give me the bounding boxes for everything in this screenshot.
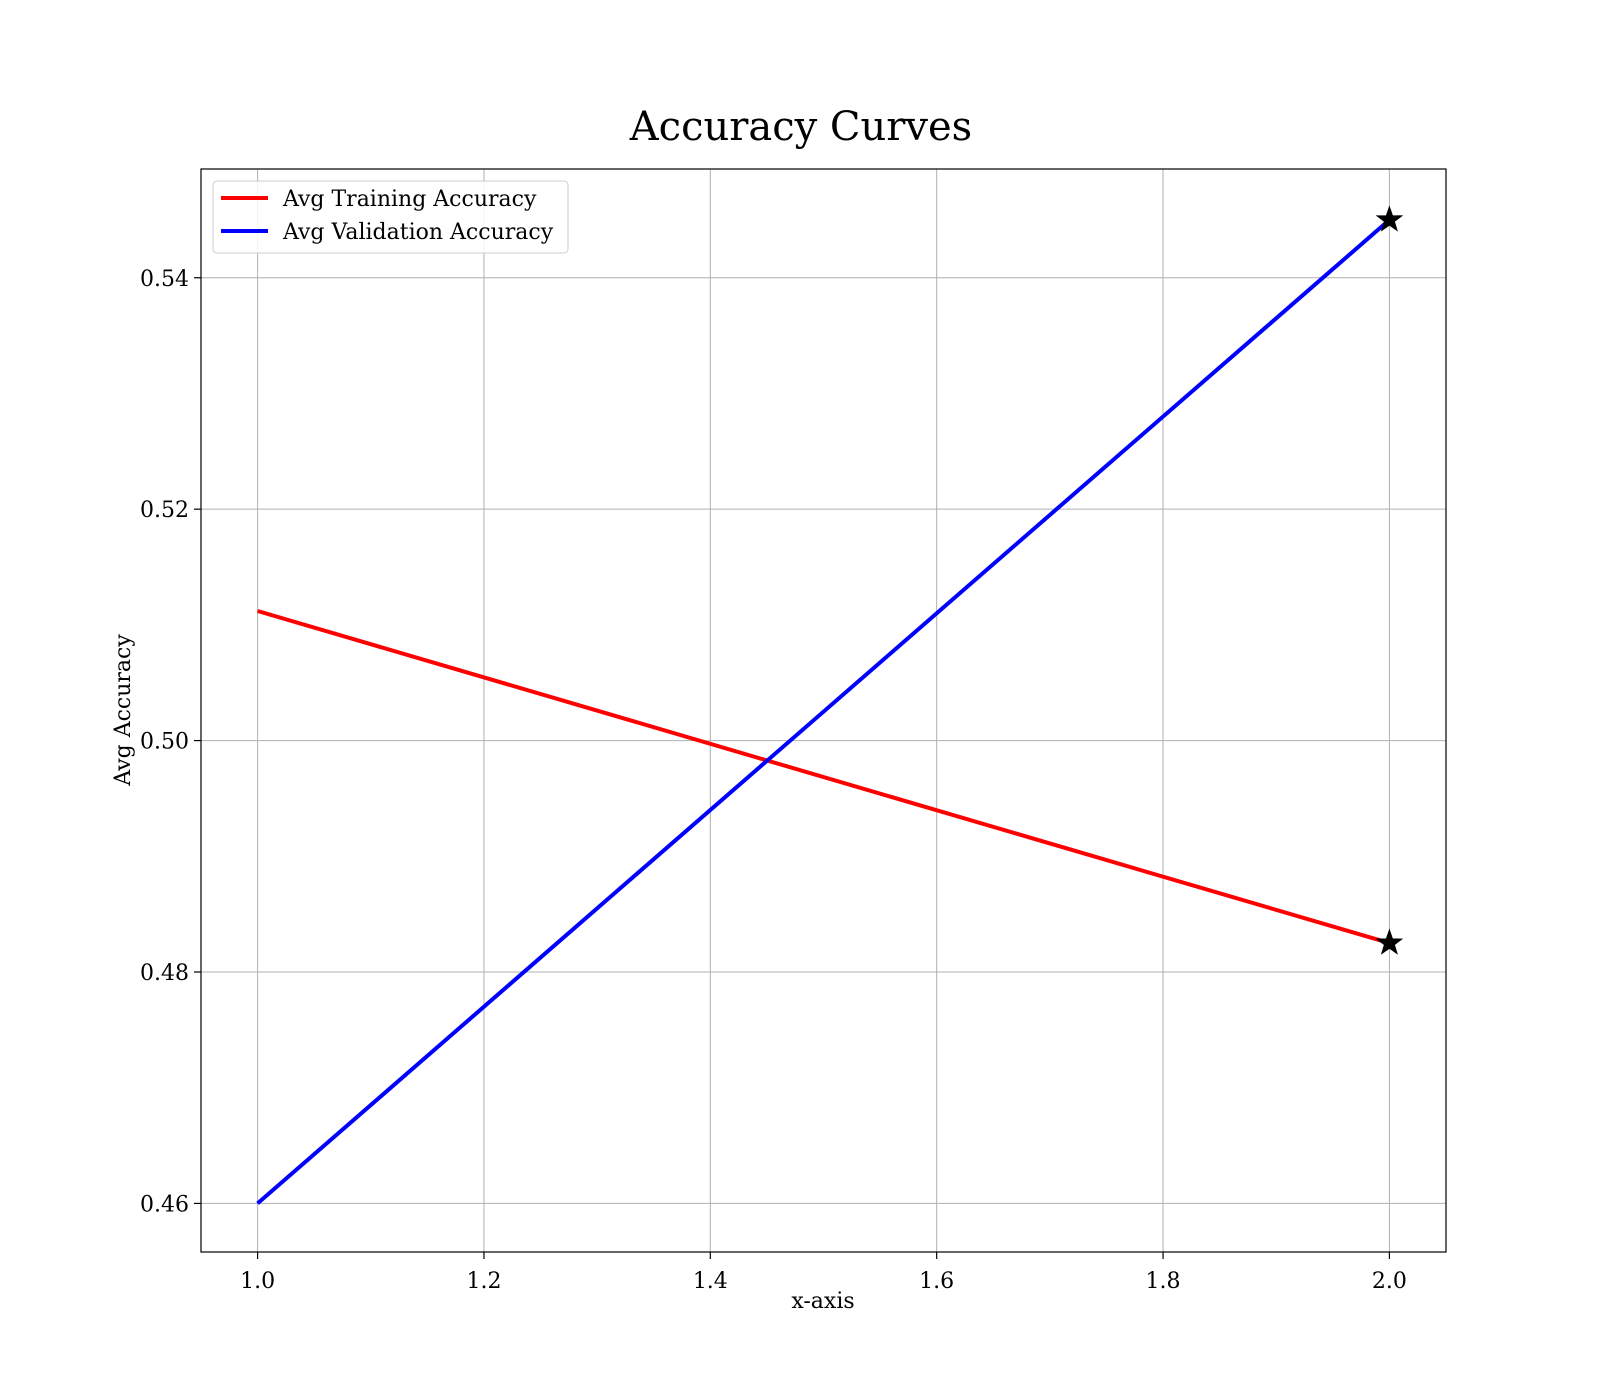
series-line-0 (257, 609, 1390, 945)
x-tick-label: 2.0 (1372, 1269, 1407, 1294)
series-end-star-marker (1375, 928, 1404, 955)
x-tick-label: 1.4 (693, 1269, 728, 1294)
legend: Avg Training Accuracy Avg Validation Accu… (212, 180, 569, 254)
series-end-star-marker (1375, 205, 1404, 232)
x-tick-label: 1.6 (919, 1269, 954, 1294)
series-markers (1375, 205, 1404, 955)
y-tick-label: 0.48 (140, 961, 189, 986)
x-tick-label: 1.2 (466, 1269, 501, 1294)
y-tick-label: 0.46 (140, 1192, 189, 1217)
x-tick-label: 1.8 (1146, 1269, 1181, 1294)
series-lines (256, 218, 1391, 1205)
axis-ticks: 1.0 1.2 1.4 1.6 1.8 2.0 0.46 0.48 0.50 0.52 0.54 (140, 267, 1407, 1294)
x-axis-label: x-axis (791, 1289, 854, 1314)
series-line-1 (256, 218, 1391, 1205)
legend-box (212, 180, 569, 254)
x-tick-label: 1.0 (240, 1269, 275, 1294)
legend-label: Avg Training Accuracy (282, 187, 537, 212)
plot-frame (200, 168, 1447, 1253)
y-tick-label: 0.54 (140, 267, 189, 292)
legend-label: Avg Validation Accuracy (282, 220, 554, 245)
y-tick-label: 0.52 (140, 498, 189, 523)
y-tick-label: 0.50 (140, 730, 189, 755)
y-axis-label: Avg Accuracy (111, 634, 136, 787)
chart-title: Accuracy Curves (629, 104, 972, 150)
grid-lines (201, 169, 1446, 1252)
